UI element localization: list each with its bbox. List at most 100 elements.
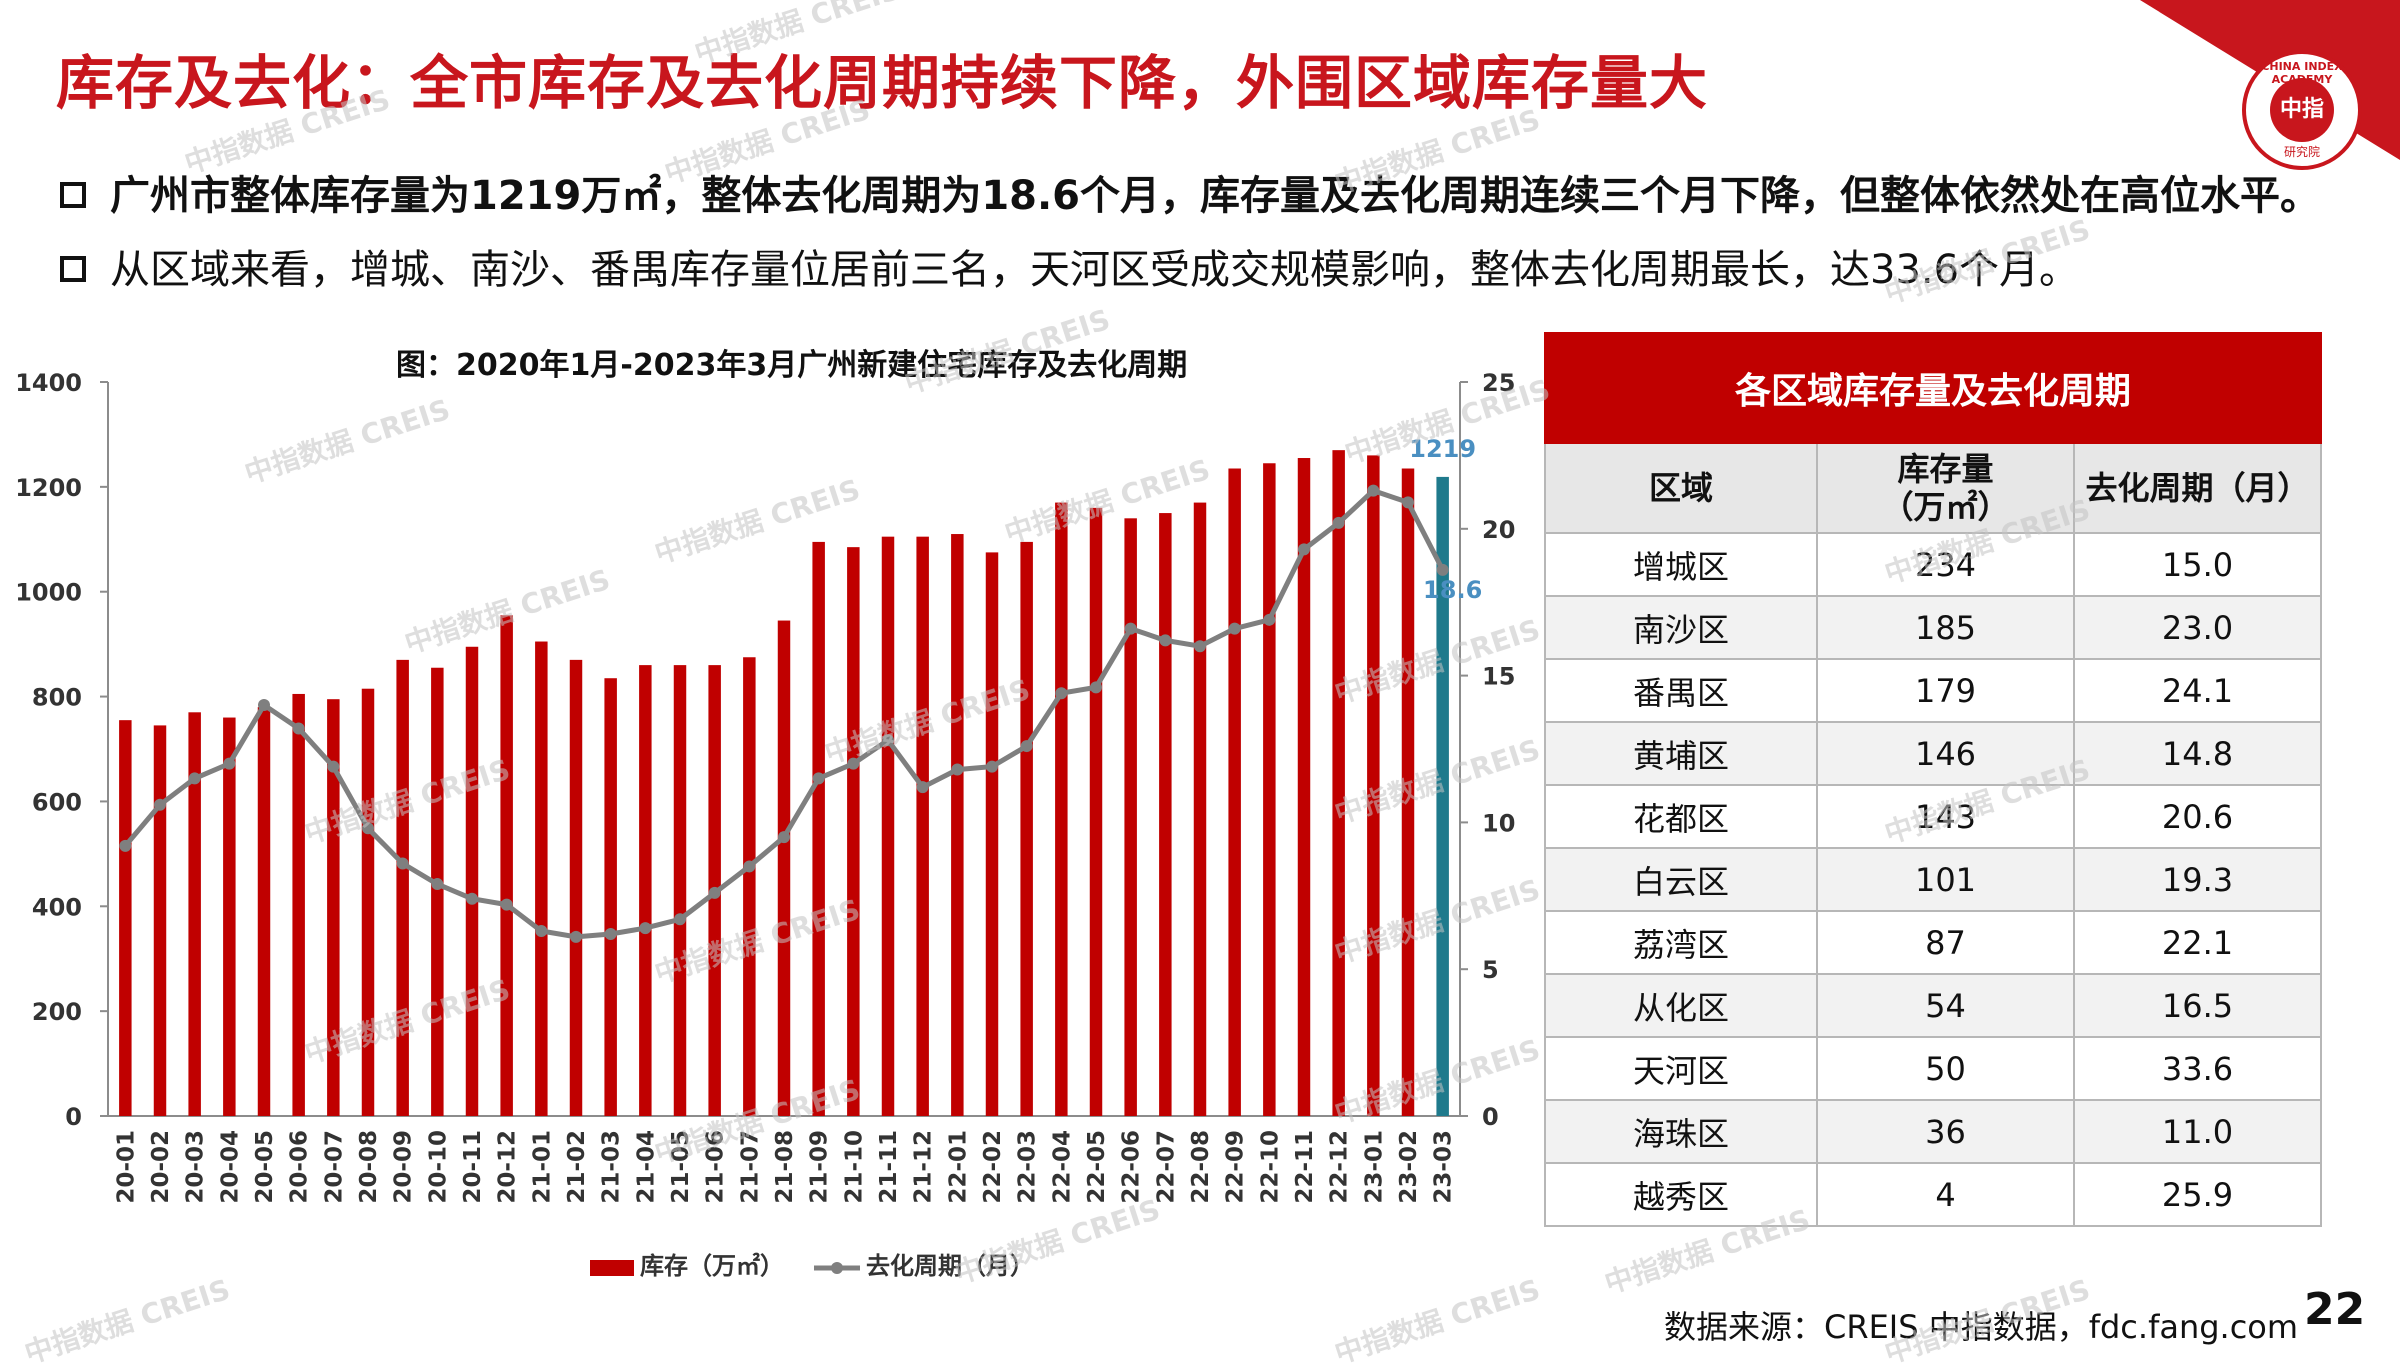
inventory-bar <box>1193 502 1207 1116</box>
page-number: 22 <box>2304 1284 2366 1335</box>
district-cell: 海珠区 <box>1544 1099 1818 1164</box>
inventory-bar <box>1436 476 1449 1116</box>
district-table: 各区域库存量及去化周期 区域 库存量 （万㎡） 去化周期（月） 增城区 234 15… <box>1544 332 2322 1227</box>
x-tick-label: 21-02 <box>564 1130 590 1204</box>
column-header-district: 区域 <box>1544 442 1818 534</box>
inventory-bar <box>153 725 167 1116</box>
inventory-cell: 143 <box>1816 784 2075 849</box>
x-tick-label: 22-05 <box>1084 1130 1110 1204</box>
cycle-point <box>1263 613 1276 626</box>
x-tick-label: 22-07 <box>1153 1130 1179 1204</box>
logo-ring-text: CHINA INDEX ACADEMY <box>2261 60 2343 86</box>
table-header-row: 区域 库存量 （万㎡） 去化周期（月） <box>1544 442 2322 534</box>
cycle-point <box>1228 622 1241 635</box>
inventory-bar <box>500 615 513 1116</box>
inventory-bar <box>257 707 271 1116</box>
cycle-point <box>362 822 374 835</box>
district-cell: 越秀区 <box>1544 1162 1818 1227</box>
cycle-point <box>1124 622 1137 635</box>
x-tick-label: 21-07 <box>737 1130 763 1204</box>
cycle-point <box>119 839 132 852</box>
y-left-tick-label: 600 <box>32 788 82 816</box>
inventory-bar <box>1401 468 1415 1116</box>
x-tick-label: 22-12 <box>1327 1130 1353 1204</box>
cycle-point <box>639 922 652 935</box>
x-tick-label: 20-10 <box>425 1130 451 1204</box>
x-tick-label: 20-06 <box>287 1130 313 1204</box>
inventory-bar <box>916 536 929 1116</box>
y-right-tick-label: 10 <box>1482 809 1515 837</box>
x-tick-label: 21-04 <box>633 1130 659 1204</box>
inventory-bar <box>847 547 860 1116</box>
cycle-point <box>396 857 409 870</box>
inventory-bar <box>396 659 409 1116</box>
inventory-bar <box>1020 541 1033 1116</box>
cycle-point <box>604 927 617 940</box>
inventory-cell: 36 <box>1816 1099 2075 1164</box>
district-cell: 花都区 <box>1544 784 1818 849</box>
cycle-point <box>154 798 166 811</box>
cycle-point <box>1020 740 1033 753</box>
inventory-bar <box>361 688 375 1116</box>
district-cell: 荔湾区 <box>1544 910 1818 975</box>
cycle-point <box>1298 543 1310 556</box>
x-tick-label: 21-06 <box>703 1130 729 1204</box>
inventory-chart: 0 200 400 600 800 1000 1200 1400 0 5 10 15 20 25 20-01… <box>15 369 1515 1280</box>
legend-line-marker <box>831 1262 843 1274</box>
inventory-bar <box>535 641 548 1116</box>
district-cell: 增城区 <box>1544 532 1818 597</box>
cycle-point <box>812 772 825 785</box>
inventory-cell: 54 <box>1816 973 2075 1038</box>
inventory-bar <box>223 717 236 1116</box>
cycle-point <box>535 925 548 938</box>
cycle-cell: 20.6 <box>2073 784 2322 849</box>
y-left-tick-label: 1000 <box>15 579 82 607</box>
inventory-cell: 185 <box>1816 595 2075 660</box>
cycle-cell: 11.0 <box>2073 1099 2322 1164</box>
x-tick-label: 22-02 <box>980 1130 1006 1204</box>
inventory-bar <box>119 720 132 1116</box>
inventory-bar <box>639 665 652 1116</box>
table-body: 增城区 234 15.0 南沙区 185 23.0 番禺区 179 24.1 黄埔区 146 14.8… <box>1544 532 2322 1227</box>
table-row: 花都区 143 20.6 <box>1544 784 2322 849</box>
cycle-point <box>708 886 721 899</box>
cycle-point <box>466 892 478 905</box>
x-tick-label: 21-10 <box>841 1130 867 1204</box>
x-tick-label: 22-01 <box>945 1130 971 1204</box>
inventory-bar <box>1055 502 1068 1116</box>
legend-line-label: 去化周期（月） <box>866 1252 1034 1280</box>
district-cell: 白云区 <box>1544 847 1818 912</box>
inventory-bar <box>881 536 895 1116</box>
cycle-cell: 15.0 <box>2073 532 2322 597</box>
x-tick-label: 20-03 <box>183 1130 209 1204</box>
inventory-cell: 179 <box>1816 658 2075 723</box>
column-header-inventory: 库存量 （万㎡） <box>1816 442 2075 534</box>
cycle-point <box>223 757 236 770</box>
table-row: 增城区 234 15.0 <box>1544 532 2322 597</box>
x-tick-label: 22-09 <box>1223 1130 1249 1204</box>
x-tick-label: 22-06 <box>1119 1130 1145 1204</box>
cycle-point <box>916 781 929 794</box>
inventory-bar <box>569 659 583 1116</box>
cycle-point <box>500 898 513 911</box>
inventory-bar <box>743 657 756 1116</box>
inventory-bar <box>188 712 201 1116</box>
cycle-point <box>743 860 756 873</box>
inventory-cell: 234 <box>1816 532 2075 597</box>
inventory-cell: 4 <box>1816 1162 2075 1227</box>
cycle-point <box>1194 640 1206 653</box>
checkbox-square-icon <box>60 256 86 282</box>
inventory-bar <box>604 678 617 1116</box>
y-left-tick-label: 0 <box>65 1103 82 1131</box>
inventory-bar <box>1332 450 1345 1117</box>
inventory-bar <box>431 667 444 1116</box>
district-cell: 从化区 <box>1544 973 1818 1038</box>
x-tick-label: 20-04 <box>217 1130 243 1204</box>
cycle-cell: 23.0 <box>2073 595 2322 660</box>
x-tick-label: 22-08 <box>1188 1130 1214 1204</box>
cycle-point <box>1090 681 1102 694</box>
table-row: 白云区 101 19.3 <box>1544 847 2322 912</box>
last-line-label: 18.6 <box>1423 576 1482 604</box>
x-tick-label: 22-10 <box>1257 1130 1283 1204</box>
inventory-cell: 101 <box>1816 847 2075 912</box>
